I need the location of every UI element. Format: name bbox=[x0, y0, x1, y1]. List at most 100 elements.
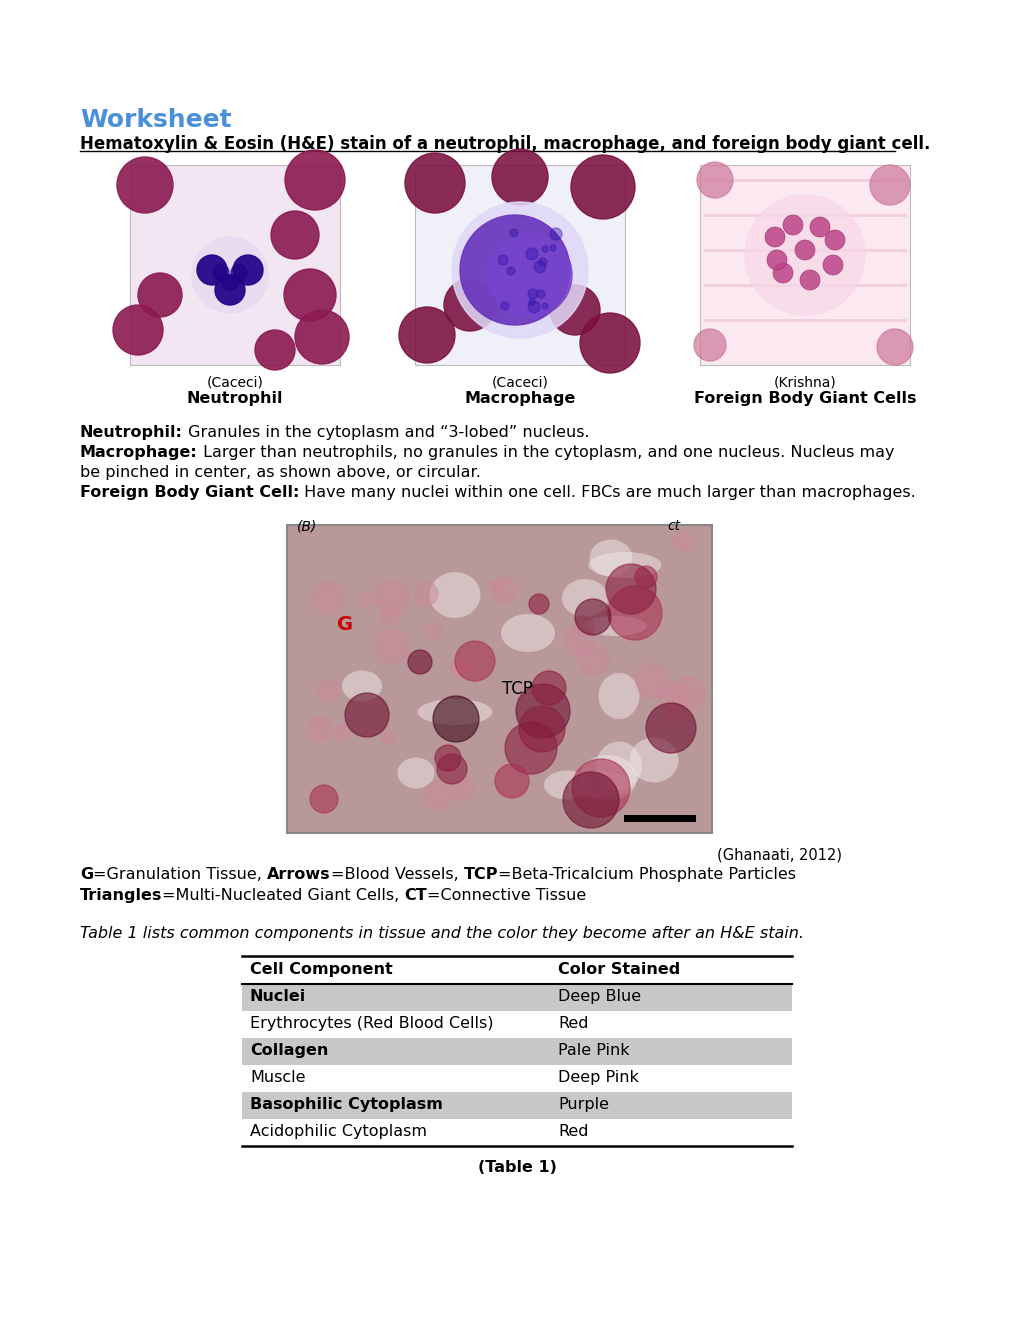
Circle shape bbox=[491, 149, 547, 205]
Circle shape bbox=[113, 305, 163, 355]
Circle shape bbox=[766, 249, 787, 271]
Circle shape bbox=[381, 730, 394, 744]
Text: Basophilic Cytoplasm: Basophilic Cytoplasm bbox=[250, 1097, 442, 1111]
Circle shape bbox=[510, 228, 518, 238]
Circle shape bbox=[562, 772, 619, 828]
Circle shape bbox=[696, 162, 733, 198]
Ellipse shape bbox=[341, 671, 382, 701]
Bar bbox=[242, 1011, 791, 1038]
Ellipse shape bbox=[629, 738, 678, 783]
Ellipse shape bbox=[397, 758, 434, 788]
Circle shape bbox=[232, 255, 263, 285]
Text: =Granulation Tissue,: =Granulation Tissue, bbox=[93, 867, 267, 882]
Circle shape bbox=[414, 582, 437, 606]
Circle shape bbox=[549, 285, 599, 335]
Circle shape bbox=[433, 696, 479, 742]
Circle shape bbox=[876, 329, 912, 366]
Circle shape bbox=[222, 275, 237, 290]
Circle shape bbox=[809, 216, 829, 238]
Circle shape bbox=[379, 606, 398, 626]
Text: (Table 1): (Table 1) bbox=[477, 1160, 556, 1175]
Circle shape bbox=[534, 261, 545, 273]
Text: G: G bbox=[79, 867, 93, 882]
Circle shape bbox=[192, 238, 268, 313]
Circle shape bbox=[799, 271, 819, 290]
Ellipse shape bbox=[568, 771, 632, 797]
Circle shape bbox=[488, 579, 500, 591]
Circle shape bbox=[526, 248, 537, 260]
Text: (Ghanaati, 2012): (Ghanaati, 2012) bbox=[716, 847, 841, 862]
Ellipse shape bbox=[589, 540, 632, 577]
Circle shape bbox=[572, 759, 630, 817]
Ellipse shape bbox=[588, 552, 661, 578]
Text: Muscle: Muscle bbox=[250, 1071, 306, 1085]
Text: Erythrocytes (Red Blood Cells): Erythrocytes (Red Blood Cells) bbox=[250, 1016, 493, 1031]
Bar bbox=[242, 983, 791, 1011]
Circle shape bbox=[673, 531, 692, 550]
Circle shape bbox=[344, 693, 388, 737]
Text: TCP: TCP bbox=[501, 680, 532, 698]
Circle shape bbox=[284, 150, 344, 210]
Bar bbox=[242, 1092, 791, 1119]
Text: be pinched in center, as shown above, or circular.: be pinched in center, as shown above, or… bbox=[79, 465, 480, 480]
Circle shape bbox=[764, 227, 785, 247]
Circle shape bbox=[449, 659, 470, 678]
Ellipse shape bbox=[598, 673, 639, 719]
Text: Macrophage: Macrophage bbox=[464, 391, 575, 407]
Text: Foreign Body Giant Cell:: Foreign Body Giant Cell: bbox=[79, 484, 300, 500]
Circle shape bbox=[271, 211, 319, 259]
Circle shape bbox=[307, 717, 331, 741]
Circle shape bbox=[117, 157, 173, 213]
Circle shape bbox=[549, 246, 555, 251]
Text: Pale Pink: Pale Pink bbox=[557, 1043, 629, 1059]
Text: Acidophilic Cytoplasm: Acidophilic Cytoplasm bbox=[250, 1125, 427, 1139]
Circle shape bbox=[664, 705, 687, 727]
Text: Macrophage:: Macrophage: bbox=[79, 445, 198, 459]
Circle shape bbox=[405, 153, 465, 213]
Text: Triangles: Triangles bbox=[79, 888, 162, 903]
Circle shape bbox=[528, 301, 539, 313]
Circle shape bbox=[494, 764, 529, 799]
Bar bbox=[242, 1119, 791, 1146]
Circle shape bbox=[636, 664, 669, 698]
Ellipse shape bbox=[543, 771, 589, 800]
Circle shape bbox=[822, 255, 842, 275]
Text: (Caceci): (Caceci) bbox=[207, 375, 263, 389]
Circle shape bbox=[487, 234, 572, 317]
Text: Cell Component: Cell Component bbox=[250, 962, 392, 977]
Circle shape bbox=[426, 623, 441, 639]
Circle shape bbox=[579, 645, 608, 675]
Circle shape bbox=[213, 264, 229, 281]
Circle shape bbox=[460, 215, 570, 325]
Text: =Beta-Tricalcium Phosphate Particles: =Beta-Tricalcium Phosphate Particles bbox=[497, 867, 796, 882]
Text: =Blood Vessels,: =Blood Vessels, bbox=[330, 867, 464, 882]
Bar bbox=[286, 525, 711, 833]
Text: (Caceci): (Caceci) bbox=[491, 375, 548, 389]
Circle shape bbox=[645, 704, 695, 752]
Circle shape bbox=[215, 275, 245, 305]
Text: =Connective Tissue: =Connective Tissue bbox=[427, 888, 586, 903]
Circle shape bbox=[605, 564, 655, 614]
Circle shape bbox=[541, 304, 547, 309]
Circle shape bbox=[541, 246, 547, 252]
Circle shape bbox=[529, 300, 535, 305]
Circle shape bbox=[500, 302, 508, 310]
Text: Nuclei: Nuclei bbox=[250, 989, 306, 1005]
Circle shape bbox=[574, 616, 593, 636]
Text: Granules in the cytoplasm and “3-lobed” nucleus.: Granules in the cytoplasm and “3-lobed” … bbox=[182, 425, 589, 440]
Circle shape bbox=[424, 781, 451, 809]
Text: Deep Pink: Deep Pink bbox=[557, 1071, 638, 1085]
Circle shape bbox=[869, 165, 909, 205]
Circle shape bbox=[436, 754, 467, 784]
Text: CT: CT bbox=[405, 888, 427, 903]
Circle shape bbox=[783, 215, 802, 235]
Text: Collagen: Collagen bbox=[250, 1043, 328, 1059]
Text: Purple: Purple bbox=[557, 1097, 608, 1111]
Circle shape bbox=[504, 722, 556, 774]
Circle shape bbox=[693, 329, 726, 360]
Circle shape bbox=[454, 642, 494, 681]
Circle shape bbox=[772, 263, 792, 282]
Text: Table 1 lists common components in tissue and the color they become after an H&E: Table 1 lists common components in tissu… bbox=[79, 927, 803, 941]
Circle shape bbox=[536, 290, 544, 298]
Circle shape bbox=[333, 725, 350, 741]
